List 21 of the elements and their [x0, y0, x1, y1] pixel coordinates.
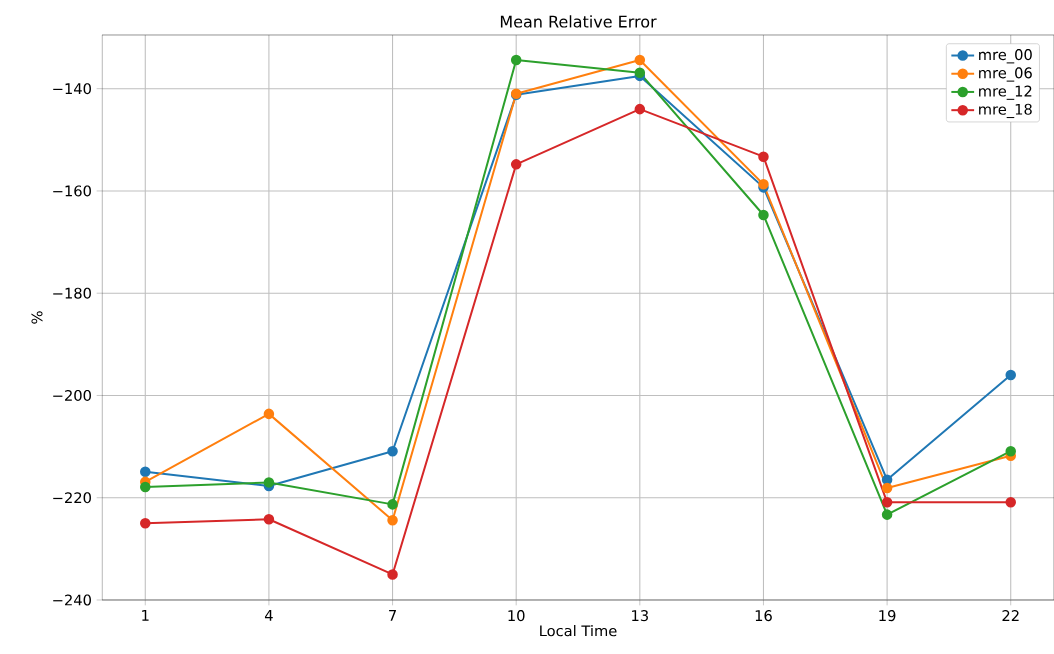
- x-tick-label: 22: [1002, 610, 1019, 621]
- x-axis-title: Local Time: [540, 624, 617, 637]
- y-tick-label: −200: [53, 389, 91, 402]
- x-tick-label: 4: [264, 610, 273, 621]
- legend-label: mre_12: [979, 85, 1032, 100]
- y-tick-label: −140: [53, 83, 91, 95]
- y-tick-label: −240: [53, 594, 91, 606]
- x-tick-label: 16: [755, 610, 772, 622]
- x-tick-label: 1: [142, 610, 149, 621]
- y-axis-title: %: [31, 311, 43, 324]
- legend-label: mre_06: [979, 67, 1032, 82]
- y-tick-label: −180: [53, 287, 91, 299]
- legend-label: mre_18: [979, 103, 1032, 119]
- x-tick-label: 10: [508, 610, 525, 622]
- legend-label: mre_00: [979, 49, 1032, 64]
- y-tick-label: −220: [53, 492, 91, 504]
- x-tick-label: 19: [879, 610, 896, 622]
- chart-title: Mean Relative Error: [500, 15, 657, 28]
- x-tick-label: 13: [632, 610, 648, 622]
- x-tick-label: 7: [389, 610, 396, 621]
- y-tick-label: −160: [53, 185, 91, 197]
